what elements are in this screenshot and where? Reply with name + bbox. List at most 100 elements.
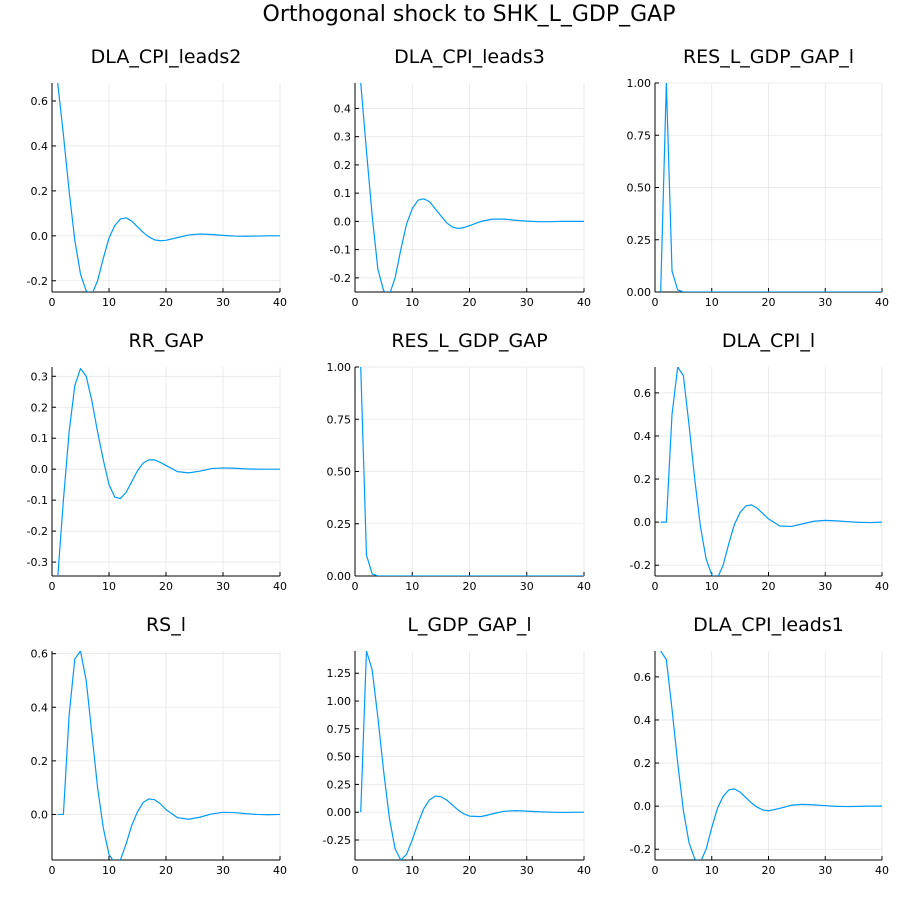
y-tick-label: -0.2 [330, 272, 351, 285]
y-tick-label: 0.2 [31, 185, 49, 198]
y-tick-label: 0.0 [334, 215, 352, 228]
panel-title: L_GDP_GAP_l [407, 614, 531, 636]
x-tick-label: 20 [463, 864, 477, 877]
x-tick-label: 0 [652, 580, 659, 593]
gridlines [654, 651, 883, 860]
x-tick-label: 20 [159, 580, 173, 593]
x-tick-label: 0 [49, 580, 56, 593]
y-tick-label: 0.6 [31, 95, 49, 108]
x-tick-label: 20 [762, 580, 776, 593]
y-tick-label: 0.6 [634, 671, 652, 684]
panel-4: RES_L_GDP_GAP 0 10 20 30 40 0.00 0.25 0.50 0.75 1.… [327, 330, 592, 593]
x-tick-label: 30 [520, 580, 534, 593]
x-tick-label: 40 [875, 580, 889, 593]
x-tick-label: 10 [102, 864, 116, 877]
panel-title: RS_l [146, 614, 186, 636]
y-tick-label: 0.2 [634, 473, 652, 486]
panel-title: DLA_CPI_leads3 [394, 46, 545, 68]
y-tick-label: -0.25 [323, 834, 351, 847]
x-tick-label: 10 [705, 864, 719, 877]
y-tick-label: 0.50 [627, 182, 652, 195]
gridlines [654, 82, 883, 293]
x-tick-label: 10 [705, 580, 719, 593]
x-tick-label: 0 [49, 864, 56, 877]
x-tick-label: 10 [405, 864, 419, 877]
x-tick-label: 10 [102, 296, 116, 309]
y-tick-label: 0.3 [31, 370, 49, 383]
y-tick-label: 0.1 [334, 187, 352, 200]
x-tick-label: 30 [216, 296, 230, 309]
x-tick-label: 10 [102, 580, 116, 593]
x-tick-label: 30 [216, 580, 230, 593]
y-tick-label: 0.0 [31, 230, 49, 243]
y-tick-label: 0.4 [634, 430, 652, 443]
panel-title: DLA_CPI_leads2 [91, 46, 242, 68]
gridlines [354, 366, 585, 577]
gridlines [654, 367, 883, 576]
x-tick-label: 20 [762, 296, 776, 309]
panel-3: RR_GAP 0 10 20 30 40 -0.3 -0.2 -0.1 0.0 0.1 0.2 0.3 [27, 330, 287, 593]
x-tick-label: 40 [577, 864, 591, 877]
panel-title: DLA_CPI_l [722, 330, 815, 352]
panel-8: DLA_CPI_leads1 0 10 20 30 40 -0.2 0.0 0.2 0.4 0.6 [630, 614, 889, 877]
y-tick-label: 0.2 [31, 755, 49, 768]
series-line [57, 651, 280, 860]
panel-6: RS_l 0 10 20 30 40 0.0 0.2 0.4 0.6 [31, 614, 288, 877]
x-tick-label: 40 [577, 580, 591, 593]
x-tick-label: 0 [652, 296, 659, 309]
y-tick-label: 0.1 [31, 432, 49, 445]
x-tick-label: 20 [463, 296, 477, 309]
x-tick-label: 20 [463, 580, 477, 593]
x-tick-label: 40 [875, 296, 889, 309]
x-tick-label: 40 [273, 580, 287, 593]
x-tick-label: 30 [818, 864, 832, 877]
y-tick-label: 0.0 [634, 516, 652, 529]
x-tick-label: 40 [577, 296, 591, 309]
figure-title: Orthogonal shock to SHK_L_GDP_GAP [263, 2, 676, 27]
y-tick-label: 0.2 [31, 401, 49, 414]
y-tick-label: 0.3 [334, 131, 352, 144]
y-tick-label: 0.2 [634, 757, 652, 770]
x-tick-label: 20 [159, 864, 173, 877]
series-line [57, 367, 280, 576]
y-tick-label: 0.6 [31, 648, 49, 661]
y-tick-label: 0.0 [31, 463, 49, 476]
gridlines [354, 83, 585, 292]
y-tick-label: 0.50 [327, 466, 352, 479]
y-tick-label: -0.2 [27, 525, 48, 538]
y-tick-label: 0.0 [634, 800, 652, 813]
y-tick-label: -0.2 [27, 275, 48, 288]
panel-7: L_GDP_GAP_l 0 10 20 30 40 -0.25 0.00 0.25 0.50 0.7… [323, 614, 591, 877]
x-tick-label: 0 [352, 296, 359, 309]
gridlines [354, 651, 585, 860]
y-tick-label: 0.00 [327, 806, 352, 819]
x-tick-label: 10 [405, 296, 419, 309]
gridlines [51, 83, 281, 292]
panel-5: DLA_CPI_l 0 10 20 30 40 -0.2 0.0 0.2 0.4 0.6 [630, 330, 889, 593]
series-line [360, 83, 584, 292]
y-tick-label: -0.1 [330, 244, 351, 257]
y-tick-label: 0.25 [327, 778, 352, 791]
x-tick-label: 40 [273, 296, 287, 309]
series-line [360, 651, 584, 860]
panel-title: RES_L_GDP_GAP_l [683, 46, 854, 68]
x-tick-label: 20 [159, 296, 173, 309]
y-tick-label: 0.4 [31, 140, 49, 153]
y-tick-label: -0.1 [27, 494, 48, 507]
y-tick-label: 0.4 [334, 102, 352, 115]
series-line [660, 651, 882, 860]
panel-1: DLA_CPI_leads3 0 10 20 30 40 -0.2 -0.1 0.0 0.1 0.2… [330, 46, 591, 309]
y-tick-label: -0.2 [630, 843, 651, 856]
series-line [660, 367, 882, 576]
y-tick-label: 1.00 [627, 77, 652, 90]
x-tick-label: 40 [875, 864, 889, 877]
series-line [660, 83, 882, 292]
y-tick-label: 0.75 [327, 723, 352, 736]
x-tick-label: 30 [520, 296, 534, 309]
x-tick-label: 30 [818, 580, 832, 593]
y-tick-label: 0.6 [634, 387, 652, 400]
x-tick-label: 0 [352, 580, 359, 593]
y-tick-label: 0.00 [627, 286, 652, 299]
y-tick-label: -0.2 [630, 559, 651, 572]
